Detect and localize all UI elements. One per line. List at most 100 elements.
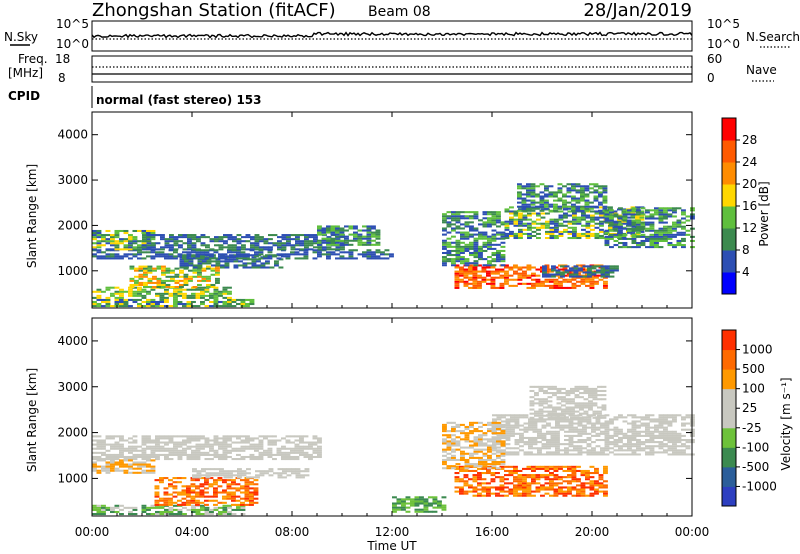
- power-cell: [572, 230, 577, 233]
- power-cell: [348, 225, 354, 228]
- power-cell: [290, 234, 296, 237]
- power-cell: [681, 237, 686, 240]
- velocity-cell: [547, 387, 553, 390]
- velocity-cell: [667, 424, 673, 427]
- power-cell: [348, 243, 354, 246]
- velocity-cell: [414, 508, 420, 511]
- power-cell: [150, 232, 156, 235]
- velocity-cell: [672, 451, 677, 454]
- velocity-cell: [565, 392, 571, 395]
- velocity-cell: [585, 494, 590, 497]
- velocity-cell: [459, 486, 464, 489]
- power-cell: [317, 246, 323, 249]
- power-cell: [231, 298, 237, 301]
- power-cell: [146, 242, 152, 245]
- power-cell: [446, 231, 452, 234]
- power-cell: [353, 249, 358, 252]
- power-cell: [227, 300, 232, 304]
- power-cell: [585, 278, 590, 281]
- power-cell: [211, 264, 216, 267]
- power-cell: [321, 239, 327, 242]
- power-cell: [168, 305, 174, 308]
- power-cell: [161, 273, 166, 276]
- power-cell: [317, 251, 322, 254]
- power-cell: [240, 251, 246, 254]
- power-cell: [455, 247, 461, 250]
- power-cell: [344, 239, 349, 242]
- velocity-cell: [258, 443, 264, 446]
- velocity-cell: [528, 422, 533, 425]
- power-cell: [464, 223, 470, 226]
- power-cell: [575, 205, 581, 208]
- power-cell: [191, 288, 196, 291]
- velocity-cell: [446, 467, 452, 470]
- power-cell: [544, 187, 549, 190]
- power-cell: [277, 244, 282, 247]
- power-cell: [206, 267, 211, 270]
- power-cell: [123, 305, 129, 308]
- power-cell: [571, 284, 577, 287]
- velocity-cell: [570, 406, 575, 409]
- velocity-cell: [401, 508, 406, 511]
- power-cell: [573, 269, 579, 272]
- power-cell: [618, 225, 623, 228]
- power-cell: [598, 278, 604, 281]
- velocity-cell: [565, 406, 571, 409]
- velocity-cell: [437, 502, 442, 505]
- power-cell: [455, 245, 461, 248]
- velocity-cell: [543, 389, 548, 393]
- power-cell: [575, 209, 581, 212]
- power-cell: [460, 227, 465, 230]
- power-cell: [110, 253, 115, 256]
- velocity-cell: [101, 443, 106, 446]
- velocity-cell: [496, 449, 502, 452]
- velocity-cell: [591, 428, 596, 431]
- power-cell: [585, 216, 591, 219]
- power-cell: [600, 265, 606, 268]
- velocity-cell: [405, 496, 411, 499]
- power-cell: [517, 193, 522, 196]
- velocity-cell: [177, 481, 182, 484]
- velocity-cell: [249, 491, 254, 494]
- power-cell: [174, 275, 180, 278]
- velocity-cell: [594, 484, 599, 487]
- velocity-cell: [159, 437, 165, 440]
- velocity-cell: [396, 500, 402, 503]
- velocity-cell: [528, 441, 533, 444]
- power-cell: [209, 255, 214, 258]
- velocity-cell: [414, 502, 420, 505]
- velocity-cell: [267, 447, 273, 450]
- velocity-cell: [227, 504, 232, 507]
- power-cell: [553, 205, 558, 208]
- velocity-cell: [150, 469, 156, 472]
- velocity-cell: [499, 494, 505, 497]
- power-cell: [326, 227, 331, 230]
- power-cell: [179, 266, 185, 269]
- power-cell: [159, 292, 165, 295]
- velocity-cell: [186, 458, 192, 461]
- power-cell: [636, 246, 641, 249]
- power-cell: [161, 279, 166, 282]
- velocity-cell: [595, 420, 601, 423]
- velocity-cell: [568, 449, 574, 452]
- velocity-cell: [226, 483, 232, 486]
- power-cell: [473, 217, 479, 220]
- power-cell: [663, 233, 668, 236]
- velocity-cell: [582, 439, 587, 442]
- power-cell: [676, 231, 682, 234]
- velocity-cell: [419, 508, 424, 511]
- velocity-cell: [478, 444, 483, 447]
- power-cell: [442, 256, 447, 259]
- velocity-cell: [312, 449, 318, 452]
- velocity-cell: [654, 434, 659, 437]
- velocity-cell: [469, 463, 474, 466]
- velocity-cell: [547, 385, 553, 388]
- power-cell: [258, 253, 264, 256]
- power-cell: [609, 219, 614, 222]
- velocity-cell: [119, 447, 124, 450]
- velocity-cell: [676, 441, 682, 444]
- power-cell: [303, 251, 309, 254]
- velocity-cell: [253, 501, 259, 504]
- power-cell: [491, 235, 497, 238]
- velocity-cell: [258, 435, 264, 438]
